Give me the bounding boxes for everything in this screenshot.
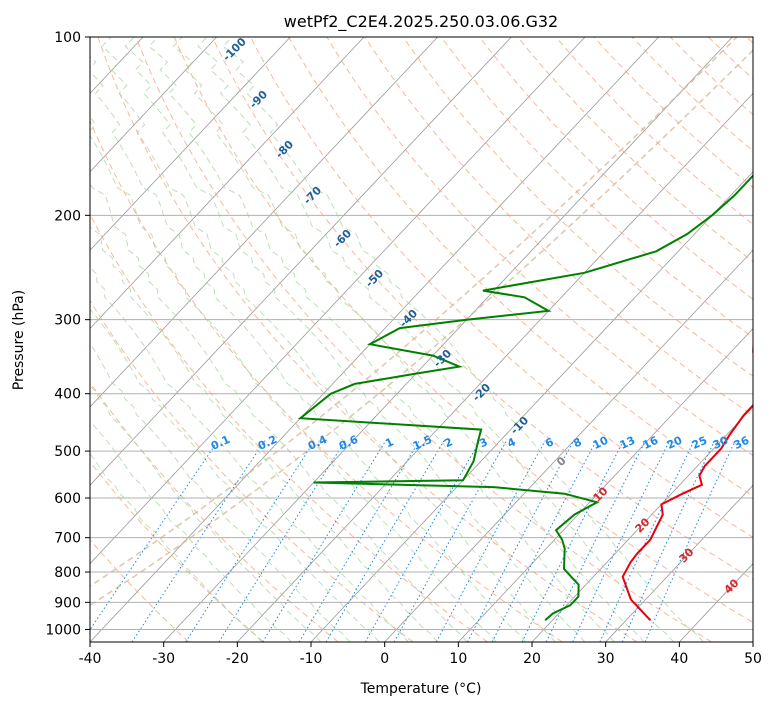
- dewpoint-profile-line: [297, 174, 753, 622]
- mixing-ratio-line: [545, 440, 646, 642]
- grid: [90, 37, 753, 642]
- x-tick-label: -10: [300, 651, 323, 667]
- dry-adiabat-line: [90, 299, 414, 642]
- isotherm-line: [605, 484, 753, 642]
- x-tick-label: -40: [79, 651, 102, 667]
- dry-adiabat-line: [517, 37, 753, 263]
- isotherm-line: [237, 92, 753, 642]
- moist-adiabat-line: [90, 115, 497, 642]
- dry-adiabat-line: [250, 37, 753, 538]
- dry-adiabat-line: [173, 37, 753, 624]
- moist-adiabat-line: [222, 37, 704, 642]
- x-tick-label: 20: [523, 651, 541, 667]
- x-tick-label: 30: [597, 651, 615, 667]
- mixing-ratio-line: [131, 440, 266, 642]
- y-tick-label: 500: [54, 444, 81, 460]
- dry-adiabat-line: [90, 119, 563, 642]
- dry-adiabat-line: [364, 37, 753, 417]
- mixing-ratio-line: [644, 440, 736, 642]
- mixing-ratio-line: [185, 440, 316, 642]
- isotherm-line: [752, 641, 753, 642]
- moist-adiabat-line: [197, 37, 675, 642]
- moist-adiabat-line: [90, 226, 438, 642]
- dry-adiabat-line: [90, 213, 488, 642]
- temperature-profile-line: [621, 331, 753, 621]
- mixing-ratio-label: 25: [690, 434, 709, 452]
- isotherm-line: [90, 37, 438, 408]
- y-axis-title: Pressure (hPa): [11, 290, 27, 390]
- x-tick-label: 10: [449, 651, 467, 667]
- y-tick-label: 900: [54, 595, 81, 611]
- x-axis: -40 -30 -20 -10 0 10 20 30 40 50: [79, 642, 762, 667]
- mixing-ratio-label: 36: [732, 434, 752, 452]
- y-tick-label: 600: [54, 491, 81, 507]
- y-tick-label: 200: [54, 208, 81, 224]
- x-axis-title: Temperature (°C): [360, 681, 482, 697]
- x-tick-label: 50: [744, 651, 762, 667]
- moist-adiabat-line: [90, 385, 321, 642]
- dry-adiabat-line: [211, 37, 753, 581]
- plot-border: [89, 36, 754, 643]
- x-tick-label: -20: [226, 651, 249, 667]
- y-tick-label: 300: [54, 313, 81, 329]
- mixing-ratio-line: [262, 440, 387, 642]
- y-tick-label: 1000: [45, 622, 81, 638]
- y-tick-label: 400: [54, 387, 81, 403]
- moist-adiabat-line: [90, 55, 526, 642]
- dry-adiabat-line: [135, 37, 712, 642]
- isotherm-line: [458, 327, 753, 642]
- isotherm-line: [90, 37, 586, 565]
- plot-area: [90, 37, 753, 642]
- isotherm-line: [90, 37, 217, 173]
- moist-adiabat-line: [90, 420, 292, 642]
- x-tick-label: 0: [380, 651, 389, 667]
- mixing-ratio-label: 16: [641, 434, 661, 452]
- y-axis: 100 200 300 400 500 600 700 800 900 1000: [45, 30, 90, 638]
- mixing-ratio-line: [621, 440, 716, 642]
- isotherm-line: [163, 37, 733, 642]
- mixing-ratio-line: [325, 440, 445, 642]
- y-tick-label: 700: [54, 531, 81, 547]
- isotherm-line: [531, 406, 753, 642]
- x-tick-label: -30: [152, 651, 175, 667]
- y-tick-label: 800: [54, 565, 81, 581]
- dry-adiabat-line: [479, 37, 753, 300]
- mixing-ratio-line: [298, 440, 420, 642]
- mixing-ratio-line: [218, 440, 346, 642]
- moist-adiabat-line: [90, 180, 468, 642]
- dry-adiabat-line: [288, 37, 753, 497]
- data-lines: [297, 174, 753, 622]
- mixing-ratio-line: [364, 440, 481, 642]
- dry-adiabat-line: [90, 381, 339, 642]
- y-tick-label: 100: [54, 30, 81, 46]
- plot-frame: [89, 36, 754, 643]
- moist-adiabat-line: [90, 342, 351, 642]
- moist-adiabat-line: [90, 267, 409, 642]
- moist-adiabat-line: [101, 37, 556, 642]
- isotherm-line: [310, 171, 753, 642]
- isotherm-line: [90, 37, 365, 330]
- chart-title: wetPf2_C2E4.2025.250.03.06.G32: [284, 12, 558, 32]
- plot-background: [90, 37, 753, 642]
- isotherm-line: [90, 37, 291, 251]
- moist-adiabat-line: [90, 452, 263, 642]
- mixing-ratio-line: [90, 440, 219, 631]
- moist-adiabat-line: [90, 308, 380, 642]
- mixing-ratio-label: 20: [665, 434, 685, 452]
- mixing-ratio-label: 13: [618, 434, 637, 452]
- isotherm-line: [90, 37, 512, 486]
- isotherm-line: [384, 249, 753, 642]
- moist-adiabat-line: [124, 37, 586, 642]
- mixing-ratio-label: 30: [711, 434, 731, 452]
- dry-adiabat-line: [631, 37, 753, 152]
- x-tick-label: 40: [670, 651, 688, 667]
- dry-adiabat-line: [326, 37, 753, 457]
- mixing-ratio-line: [521, 440, 624, 642]
- mixing-ratio-label: 10: [591, 434, 611, 452]
- mixing-ratio-line: [435, 440, 546, 642]
